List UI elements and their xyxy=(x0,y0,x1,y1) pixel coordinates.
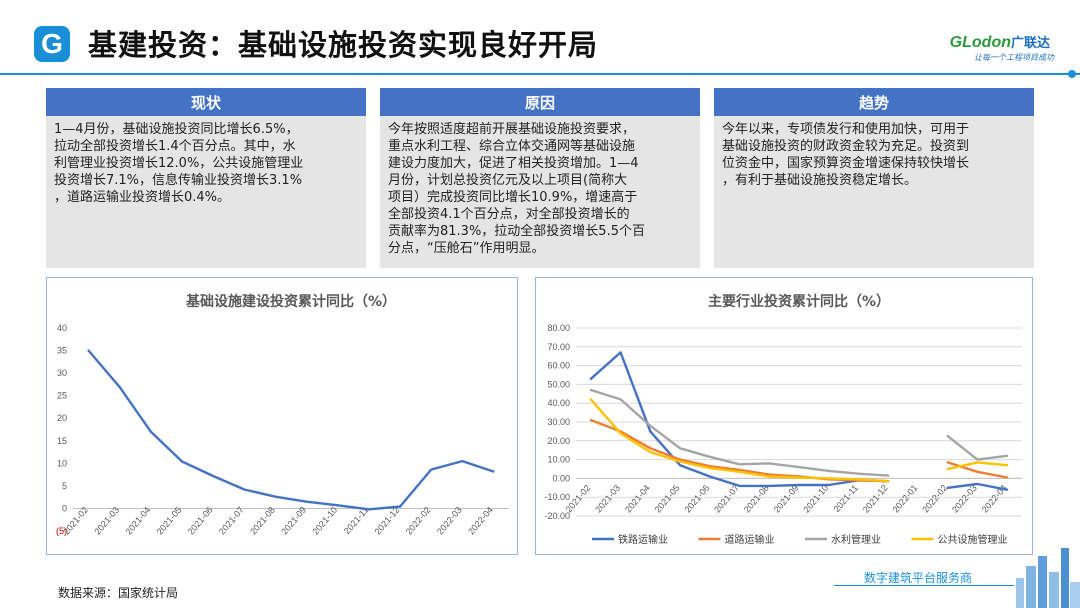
legend-label: 公共设施管理业 xyxy=(938,533,1008,546)
y-tick-label: 40.00 xyxy=(547,398,570,408)
brand-name: GLodon xyxy=(949,34,1011,51)
x-tick-label: 2021-08 xyxy=(248,505,277,537)
y-tick-label: 20.00 xyxy=(547,436,570,446)
chart-industry-svg: 主要行业投资累计同比（%） 80.00 70.00 60.00 50.00 40.00 30… xyxy=(544,293,1022,546)
logo-g-icon: G xyxy=(34,26,70,62)
x-tick-label: 2021-03 xyxy=(593,483,622,515)
y-tick-label: 30.00 xyxy=(547,417,570,427)
header-divider-dot xyxy=(1068,70,1076,78)
x-tick-label: 2021-04 xyxy=(623,483,652,515)
x-tick-label: 2021-10 xyxy=(801,483,830,515)
panel-line: 项目）完成投资同比增长10.9%，增速高于 xyxy=(388,190,638,205)
chart-title: 主要行业投资累计同比（%） xyxy=(708,293,890,310)
series-line xyxy=(87,349,495,511)
series-line xyxy=(589,351,1009,491)
panel-line: 拉动全部投资增长1.4个百分点。其中，水 xyxy=(54,139,296,154)
x-tick-label: 2021-03 xyxy=(92,505,121,537)
panel-line: 投资增长7.1%，信息传输业投资增长3.1% xyxy=(54,173,303,188)
y-tick-label: -20.00 xyxy=(544,511,570,521)
panel-reason: 原因 今年按照适度超前开展基础设施投资要求， 重点水利工程、综合立体交通网等基础… xyxy=(380,88,700,268)
panel-text: 1—4月份，基础设施投资同比增长6.5%， 拉动全部投资增长1.4个百分点。其中… xyxy=(46,116,366,206)
panel-line: 位资金中，国家预算资金增速保持较快增长 xyxy=(722,156,970,171)
panel-trend: 趋势 今年以来，专项债发行和使用加快，可用于 基础设施投资的财政资金较为充足。投… xyxy=(714,88,1034,268)
x-tick-label: 2021-05 xyxy=(653,483,682,515)
x-tick-label: 2021-12 xyxy=(861,483,890,515)
y-tick-label: 70.00 xyxy=(547,342,570,352)
x-tick-label: 2021-05 xyxy=(155,505,184,537)
chart-infrastructure-investment: 基础设施建设投资累计同比（%） 40 35 30 25 20 15 10 5 0 (5) 2021-0… xyxy=(46,277,518,555)
data-source: 数据来源：国家统计局 xyxy=(58,586,179,600)
x-tick-label: 2021-06 xyxy=(186,505,215,537)
x-tick-label: 2021-07 xyxy=(712,483,741,515)
legend-label: 水利管理业 xyxy=(831,533,881,546)
y-tick-label: 50.00 xyxy=(547,379,570,389)
panel-line: 今年以来，专项债发行和使用加快，可用于 xyxy=(722,122,970,137)
x-tick-label: 2021-06 xyxy=(682,483,711,515)
panel-line: 全部投资4.1个百分点，对全部投资增长的 xyxy=(388,207,630,222)
brand-name-cn: 广联达 xyxy=(1010,35,1050,50)
y-tick-label: 20 xyxy=(57,413,67,423)
y-tick-label: 5 xyxy=(62,481,67,491)
y-tick-label: 0.00 xyxy=(552,473,570,483)
x-tick-label: 2021-08 xyxy=(742,483,771,515)
y-tick-label: 40 xyxy=(57,323,67,333)
panel-text: 今年按照适度超前开展基础设施投资要求， 重点水利工程、综合立体交通网等基础设施 … xyxy=(380,116,700,257)
legend-label: 铁路运输业 xyxy=(618,533,668,546)
y-tick-label: 15 xyxy=(57,436,67,446)
y-tick-label: 0 xyxy=(62,503,67,513)
brand-slogan: 让每一个工程项目成功 xyxy=(974,53,1054,62)
x-tick-label: 2021-04 xyxy=(123,505,152,537)
header-divider xyxy=(0,73,1080,75)
y-tick-label: 10.00 xyxy=(547,455,570,465)
panel-current-status: 现状 1—4月份，基础设施投资同比增长6.5%， 拉动全部投资增长1.4个百分点… xyxy=(46,88,366,268)
x-tick-label: 2021-09 xyxy=(772,483,801,515)
panel-title: 原因 xyxy=(380,88,700,116)
y-tick-label: 25 xyxy=(57,391,67,401)
panel-title: 现状 xyxy=(46,88,366,116)
panel-line: 今年按照适度超前开展基础设施投资要求， xyxy=(388,122,636,137)
x-tick-label: 2021-09 xyxy=(279,505,308,537)
footer-divider xyxy=(834,585,1014,586)
y-tick-label: 80.00 xyxy=(547,323,570,333)
panel-text: 今年以来，专项债发行和使用加快，可用于 基础设施投资的财政资金较为充足。投资到 … xyxy=(714,116,1034,189)
x-tick-label: 2021-11 xyxy=(832,483,860,514)
skyline-decoration-icon xyxy=(1016,548,1080,608)
page-title: 基建投资：基础设施投资实现良好开局 xyxy=(88,28,599,62)
y-tick-label: 60.00 xyxy=(547,361,570,371)
panel-line: 分点，“压舱石”作用明显。 xyxy=(388,241,545,256)
x-tick-label: 2021-07 xyxy=(217,505,246,537)
series-line xyxy=(589,388,1009,477)
chart-title: 基础设施建设投资累计同比（%） xyxy=(186,293,396,310)
panel-line: 重点水利工程、综合立体交通网等基础设施 xyxy=(388,139,636,154)
panel-title: 趋势 xyxy=(714,88,1034,116)
x-tick-label: 2022-02 xyxy=(404,505,433,537)
y-tick-label: (5) xyxy=(56,526,67,536)
panel-line: 利管理业投资增长12.0%，公共设施管理业 xyxy=(54,156,304,171)
panel-line: 1—4月份，基础设施投资同比增长6.5%， xyxy=(54,122,299,137)
y-tick-label: -10.00 xyxy=(544,492,570,502)
panel-line: 月份，计划总投资亿元及以上项目(简称大 xyxy=(388,173,628,188)
y-tick-label: 35 xyxy=(57,346,67,356)
panel-line: ，道路运输业投资增长0.4%。 xyxy=(54,190,231,205)
x-tick-label: 2022-01 xyxy=(891,483,920,515)
legend-label: 道路运输业 xyxy=(725,533,775,546)
x-tick-label: 2022-03 xyxy=(435,505,464,537)
x-tick-label: 2021-10 xyxy=(310,505,339,537)
x-tick-label: 2022-04 xyxy=(466,505,495,537)
panel-line: ，有利于基础设施投资稳定增长。 xyxy=(722,173,918,188)
y-tick-label: 30 xyxy=(57,368,67,378)
x-tick-label: 2022-02 xyxy=(920,483,949,515)
chart-infrastructure-svg: 基础设施建设投资累计同比（%） 40 35 30 25 20 15 10 5 0 (5) 2021-0… xyxy=(56,293,509,537)
footer-service-label: 数字建筑平台服务商 xyxy=(863,571,972,585)
series-line xyxy=(589,398,1009,483)
panel-line: 贡献率为81.3%，拉动全部投资增长5.5个百 xyxy=(388,224,645,239)
brand-logo: GLodon广联达 xyxy=(950,32,1050,52)
chart-industry-investment: 主要行业投资累计同比（%） 80.00 70.00 60.00 50.00 40.00 30… xyxy=(535,277,1033,555)
panel-line: 建设力度加大，促进了相关投资增加。1—4 xyxy=(388,156,639,171)
panel-line: 基础设施投资的财政资金较为充足。投资到 xyxy=(722,139,970,154)
y-tick-label: 10 xyxy=(57,458,67,468)
